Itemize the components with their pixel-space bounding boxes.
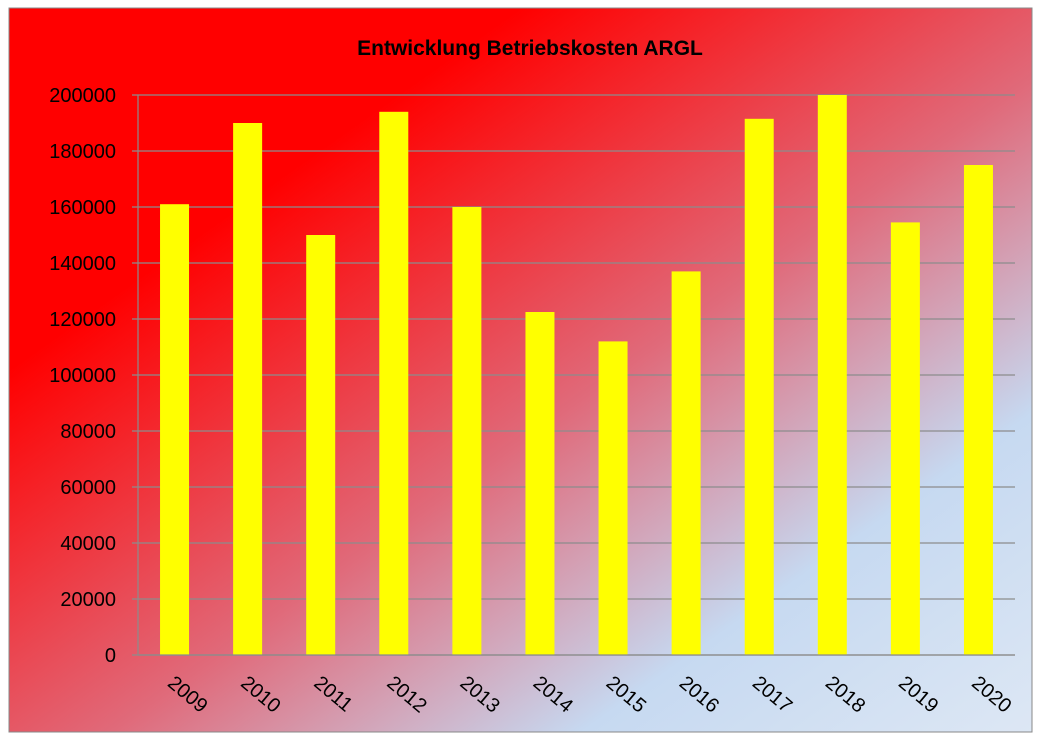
- y-tick-label: 20000: [60, 589, 116, 611]
- bar: [306, 235, 336, 655]
- chart-title: Entwicklung Betriebskosten ARGL: [357, 37, 703, 60]
- bar: [890, 222, 920, 655]
- bar: [379, 111, 409, 656]
- bar: [963, 165, 993, 655]
- y-tick-label: 40000: [60, 533, 116, 555]
- bar: [744, 118, 774, 656]
- y-tick-label: 60000: [60, 477, 116, 499]
- bar: [452, 207, 482, 655]
- y-tick-label: 200000: [49, 85, 116, 107]
- bar: [598, 341, 628, 655]
- y-tick-label: 160000: [49, 197, 116, 219]
- y-tick-label: 120000: [49, 309, 116, 331]
- y-tick-label: 0: [105, 645, 116, 667]
- y-tick-label: 140000: [49, 253, 116, 275]
- y-tick-label: 80000: [60, 421, 116, 443]
- y-tick-label: 100000: [49, 365, 116, 387]
- y-tick-label: 180000: [49, 141, 116, 163]
- bar: [525, 312, 555, 655]
- bar: [233, 123, 263, 655]
- bar: [817, 95, 847, 655]
- bar: [160, 204, 190, 655]
- bar: [671, 271, 701, 655]
